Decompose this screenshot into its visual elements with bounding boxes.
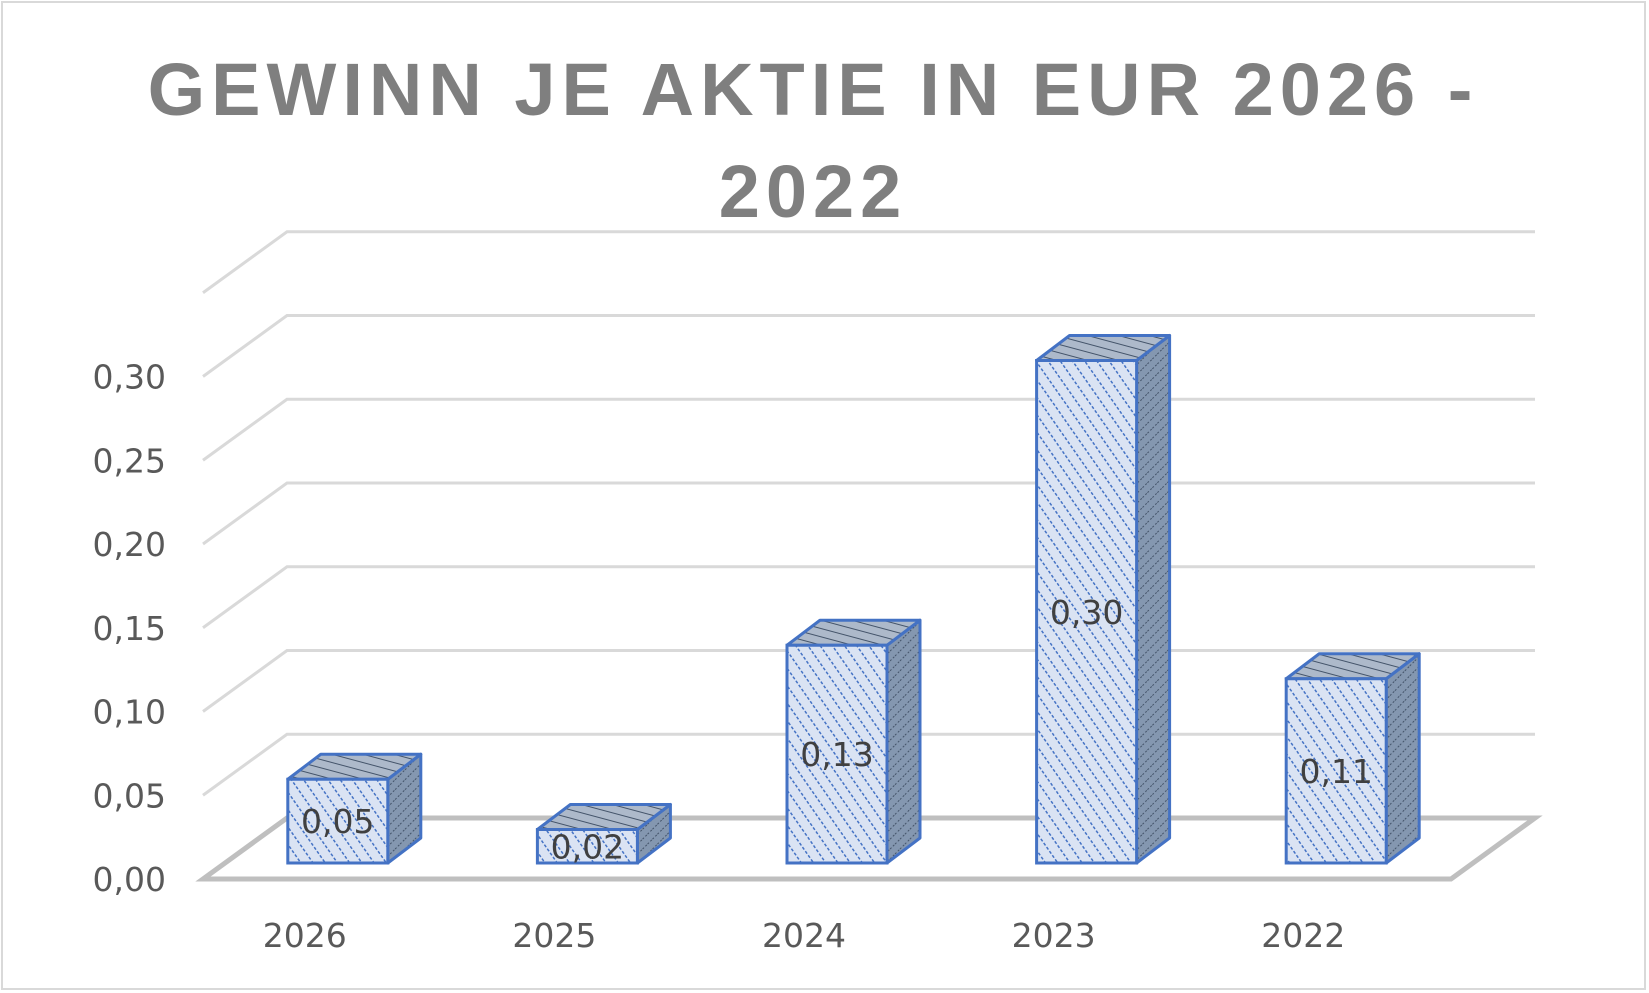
data-label: 0,30 [1050, 593, 1123, 632]
x-tick-label: 2022 [1261, 916, 1345, 955]
gridlines [202, 230, 1535, 797]
data-label: 0,11 [1299, 752, 1372, 791]
bars [286, 334, 1421, 865]
chart-title: GEWINN JE AKTIE IN EUR 2026 - 2022 [148, 48, 1479, 233]
x-axis-tick-labels: 2026 2025 2024 2023 2022 [263, 916, 1345, 955]
y-tick-label: 0,30 [93, 358, 166, 397]
x-tick-label: 2026 [263, 916, 347, 955]
y-tick-label: 0,05 [93, 776, 166, 815]
bar-2023 [1035, 334, 1172, 865]
gridline [202, 481, 1535, 546]
x-tick-label: 2024 [762, 916, 846, 955]
y-tick-label: 0,00 [93, 860, 166, 899]
x-tick-label: 2023 [1012, 916, 1096, 955]
data-label: 0,02 [551, 827, 624, 866]
data-label: 0,05 [301, 802, 374, 841]
bar-2024 [785, 618, 922, 865]
data-label: 0,13 [800, 735, 873, 774]
y-tick-label: 0,15 [93, 609, 166, 648]
gridline [202, 230, 1535, 294]
chart-title-line-1: GEWINN JE AKTIE IN EUR 2026 - [148, 48, 1479, 131]
chart-svg: GEWINN JE AKTIE IN EUR 2026 - 2022 0,000… [93, 48, 1543, 955]
y-tick-label: 0,20 [93, 525, 166, 564]
gridline [202, 565, 1535, 629]
gridline [202, 314, 1535, 378]
data-labels: 0,05 0,02 0,13 0,30 0,11 [301, 593, 1373, 867]
x-tick-label: 2025 [512, 916, 596, 955]
y-tick-label: 0,25 [93, 441, 166, 480]
gridline [202, 397, 1535, 462]
bar-2025 [535, 803, 672, 865]
bar-2022 [1284, 652, 1421, 865]
chart-title-line-2: 2022 [719, 150, 908, 233]
y-tick-label: 0,10 [93, 693, 166, 732]
y-axis-tick-labels: 0,00 0,05 0,10 0,15 0,20 0,25 0,30 [93, 358, 166, 900]
bar-2026 [286, 752, 423, 865]
